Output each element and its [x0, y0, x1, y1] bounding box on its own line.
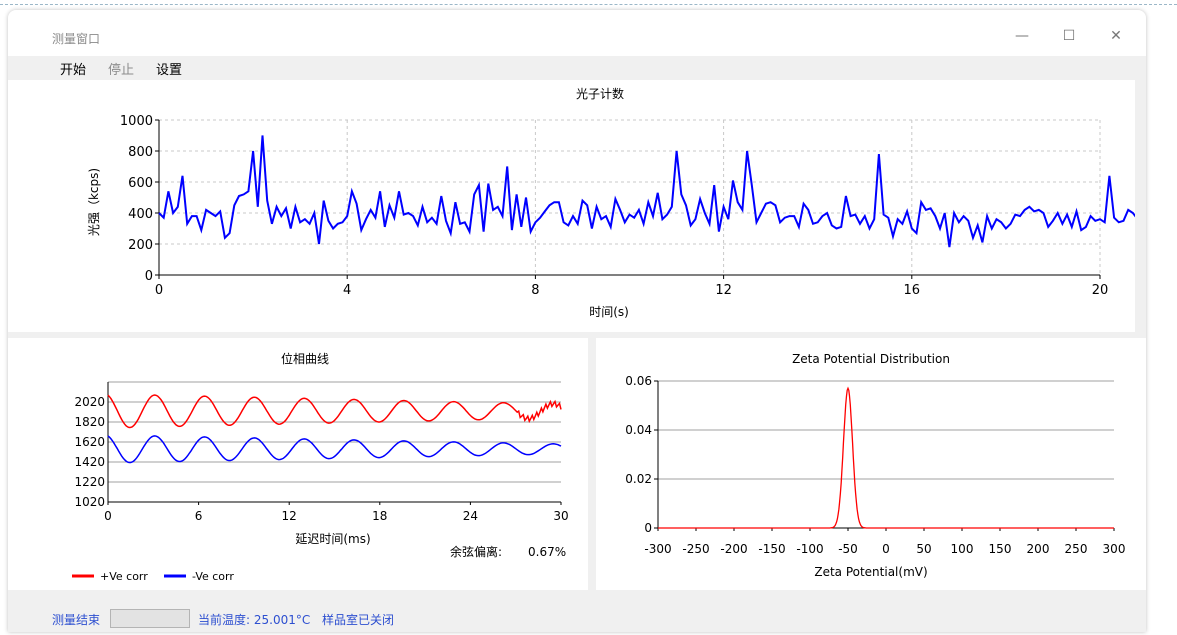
x-tick-label: -200	[720, 542, 747, 556]
x-tick-label: 300	[1103, 542, 1126, 556]
y-tick-label: 0.02	[625, 472, 652, 486]
chart-title: 位相曲线	[281, 351, 329, 366]
x-tick-label: 6	[195, 509, 203, 523]
photon-count-series	[158, 135, 1146, 248]
phase-curve-panel: 位相曲线 1020 1220 1420 1620 1820 2020 0 6 12 18 24 30 …	[8, 338, 588, 590]
status-state: 测量结束	[52, 613, 101, 627]
menu-start[interactable]: 开始	[60, 63, 87, 78]
x-tick-label: 24	[463, 509, 478, 523]
y-tick-label: 1220	[74, 475, 105, 489]
x-tick-label: -150	[758, 542, 785, 556]
x-tick-label: 20	[1092, 283, 1109, 298]
status-chamber: 样品室已关闭	[322, 613, 395, 627]
title-bar: 测量窗口 — ☐ ✕	[8, 10, 1146, 56]
y-tick-label: 0	[145, 269, 153, 284]
window-title: 测量窗口	[52, 32, 101, 46]
x-tick-label: 100	[951, 542, 974, 556]
pos-corr-series	[107, 394, 562, 429]
x-tick-label: 50	[916, 542, 931, 556]
x-tick-label: 16	[904, 283, 921, 298]
x-tick-label: -100	[796, 542, 823, 556]
neg-corr-series	[107, 435, 562, 464]
x-tick-label: 0	[882, 542, 890, 556]
x-tick-label: 250	[1065, 542, 1088, 556]
menu-stop[interactable]: 停止	[108, 63, 135, 78]
x-tick-label: 30	[553, 509, 568, 523]
x-tick-label: 18	[372, 509, 387, 523]
x-axis-label: 时间(s)	[589, 305, 629, 319]
photon-count-panel: 光子计数 0 4 8 12 16 20 0 200 400 600 800 1000 时间(s) 光强…	[8, 80, 1146, 332]
y-tick-label: 400	[128, 207, 153, 222]
x-tick-label: 150	[989, 542, 1012, 556]
chart-title: Zeta Potential Distribution	[792, 352, 950, 366]
cosine-deviation-value: 0.67%	[528, 545, 566, 559]
menu-bar: 开始 停止 设置	[8, 56, 1146, 78]
zeta-series	[658, 386, 1114, 529]
x-tick-label: -250	[682, 542, 709, 556]
y-tick-label: 0.04	[625, 423, 652, 437]
x-tick-label: -50	[838, 542, 858, 556]
y-tick-label: 1820	[74, 415, 105, 429]
x-tick-label: 4	[343, 283, 351, 298]
zeta-distribution-chart: Zeta Potential Distribution 0 0.02 0.04 0.0…	[625, 352, 1126, 579]
x-tick-label: 0	[155, 283, 163, 298]
y-tick-label: 200	[128, 238, 153, 253]
y-tick-label: 1020	[74, 495, 105, 509]
y-tick-label: 0	[644, 521, 652, 535]
menu-settings[interactable]: 设置	[156, 63, 183, 78]
x-tick-label: 8	[531, 283, 539, 298]
legend-neg-label: -Ve corr	[192, 570, 234, 583]
x-tick-label: 0	[104, 509, 112, 523]
status-bar: 测量结束 当前温度: 25.001°C 样品室已关闭	[8, 606, 1146, 632]
y-tick-label: 1620	[74, 435, 105, 449]
x-tick-label: 200	[1027, 542, 1050, 556]
y-tick-label: 1000	[120, 114, 153, 129]
y-tick-label: 2020	[74, 395, 105, 409]
legend-pos-label: +Ve corr	[100, 570, 148, 583]
measurement-window: 测量窗口 — ☐ ✕ 开始 停止 设置 光子计数 0 4 8 12 16 20 0 200 40…	[8, 10, 1146, 632]
chart-title: 光子计数	[576, 86, 624, 101]
y-tick-label: 800	[128, 145, 153, 160]
x-tick-label: 12	[715, 283, 732, 298]
x-tick-label: 12	[282, 509, 297, 523]
progress-box	[110, 609, 190, 628]
status-temperature: 当前温度: 25.001°C	[198, 613, 311, 627]
x-axis-label: Zeta Potential(mV)	[814, 565, 927, 579]
y-tick-label: 600	[128, 176, 153, 191]
minimize-button[interactable]: —	[1015, 28, 1029, 44]
zeta-distribution-panel: Zeta Potential Distribution 0 0.02 0.04 0.0…	[596, 338, 1146, 590]
x-axis-label: 延迟时间(ms)	[295, 532, 370, 546]
y-axis-label: 光强（kcps)	[87, 168, 101, 236]
y-tick-label: 0.06	[625, 374, 652, 388]
y-tick-label: 1420	[74, 455, 105, 469]
close-button[interactable]: ✕	[1110, 28, 1122, 44]
x-tick-label: -300	[644, 542, 671, 556]
maximize-button[interactable]: ☐	[1062, 28, 1076, 44]
screenshot-selection-border	[0, 4, 1177, 5]
cosine-deviation-label: 余弦偏离:	[450, 544, 502, 559]
